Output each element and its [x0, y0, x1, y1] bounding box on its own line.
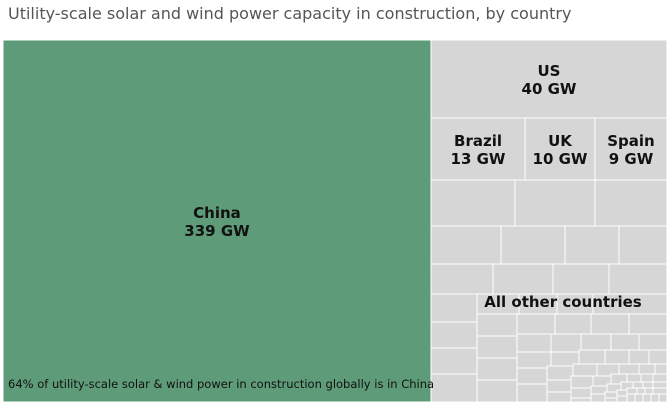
tile-other-74: [650, 393, 660, 403]
tile-other-54: [570, 387, 592, 399]
tile-other-37: [476, 379, 518, 403]
tile-other-58: [632, 381, 644, 389]
tile-other-7: [430, 263, 494, 295]
tile-other-38: [516, 367, 548, 385]
tile-other-53: [546, 391, 572, 403]
tile-other-61: [570, 397, 592, 403]
tile-other-46: [546, 379, 572, 393]
tile-other-39: [546, 365, 574, 381]
tile-other-5: [564, 225, 620, 265]
tile-other-2: [594, 179, 668, 227]
tile-other-68: [652, 387, 668, 395]
tile-other-31: [516, 351, 552, 369]
tile-other-26: [580, 333, 612, 351]
tile-other-10: [608, 263, 668, 295]
tile-other-27: [610, 333, 640, 351]
tile-other-73: [642, 393, 652, 403]
tile-brazil-name: Brazil: [454, 132, 502, 150]
tile-other-67: [644, 387, 654, 395]
tile-uk-name: UK: [548, 132, 573, 150]
tile-other-63: [604, 391, 618, 399]
tile-uk-value: 10 GW: [533, 150, 588, 168]
tile-other-72: [634, 393, 644, 403]
tile-china-name: China: [193, 204, 241, 222]
tile-spain: [594, 117, 668, 181]
tile-spain-value: 9 GW: [609, 150, 654, 168]
tile-other-50: [626, 373, 642, 383]
tile-other-47: [570, 375, 594, 389]
tile-other-70: [616, 395, 628, 403]
tile-other-3: [430, 225, 502, 265]
tile-brazil-value: 13 GW: [451, 150, 506, 168]
tile-other-36: [648, 349, 668, 365]
tile-other-9: [552, 263, 610, 295]
tile-other-44: [654, 363, 668, 375]
tile-other-17: [476, 313, 518, 337]
tile-other-52: [652, 373, 668, 383]
tile-other-28: [638, 333, 668, 351]
tile-other-40: [572, 363, 598, 377]
tile-other-60: [652, 381, 668, 389]
china-annotation: 64% of utility-scale solar & wind power …: [8, 377, 434, 391]
tile-other-8: [492, 263, 554, 295]
tile-other-64: [616, 389, 628, 397]
tile-china-value: 339 GW: [184, 222, 250, 240]
tile-other-43: [638, 363, 656, 375]
chart-title: Utility-scale solar and wind power capac…: [8, 4, 572, 23]
tile-other-35: [628, 349, 650, 365]
tile-other-62: [590, 393, 606, 403]
tile-us-value: 40 GW: [522, 80, 577, 98]
tile-other-25: [550, 333, 582, 353]
tile-other-0: [430, 179, 516, 227]
tile-other-51: [640, 373, 654, 383]
tile-other-16: [430, 321, 478, 349]
tile-other-19: [554, 313, 592, 335]
tile-other-59: [642, 381, 654, 389]
tile-other-71: [626, 393, 636, 403]
tile-other-6: [618, 225, 668, 265]
tile-other-11: [430, 293, 478, 323]
tile-other-4: [500, 225, 566, 265]
tile-other-34: [604, 349, 630, 365]
tile-other-24: [516, 333, 552, 353]
tile-other-66: [636, 387, 646, 395]
tile-other-23: [476, 335, 518, 359]
tile-spain-name: Spain: [607, 132, 654, 150]
tile-other-30: [476, 357, 518, 381]
tile-other-22: [430, 347, 478, 375]
tile-other-33: [578, 349, 606, 365]
tile-us-name: US: [538, 62, 561, 80]
tile-other-18: [516, 313, 556, 335]
tile-other-75: [658, 393, 668, 403]
tile-other-65: [626, 387, 638, 395]
tile-other-20: [590, 313, 630, 335]
tile-other-21: [628, 313, 668, 335]
tile-other-1: [514, 179, 596, 227]
tile-other-29: [430, 373, 478, 403]
tile-other-45: [516, 383, 548, 403]
tile-other-69: [604, 397, 618, 403]
other-countries-label: All other countries: [484, 293, 641, 311]
